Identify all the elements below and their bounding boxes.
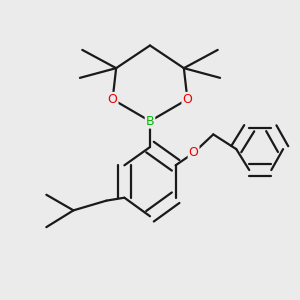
Text: O: O <box>189 146 199 159</box>
Text: O: O <box>182 93 192 106</box>
Text: O: O <box>108 93 118 106</box>
Text: B: B <box>146 115 154 128</box>
